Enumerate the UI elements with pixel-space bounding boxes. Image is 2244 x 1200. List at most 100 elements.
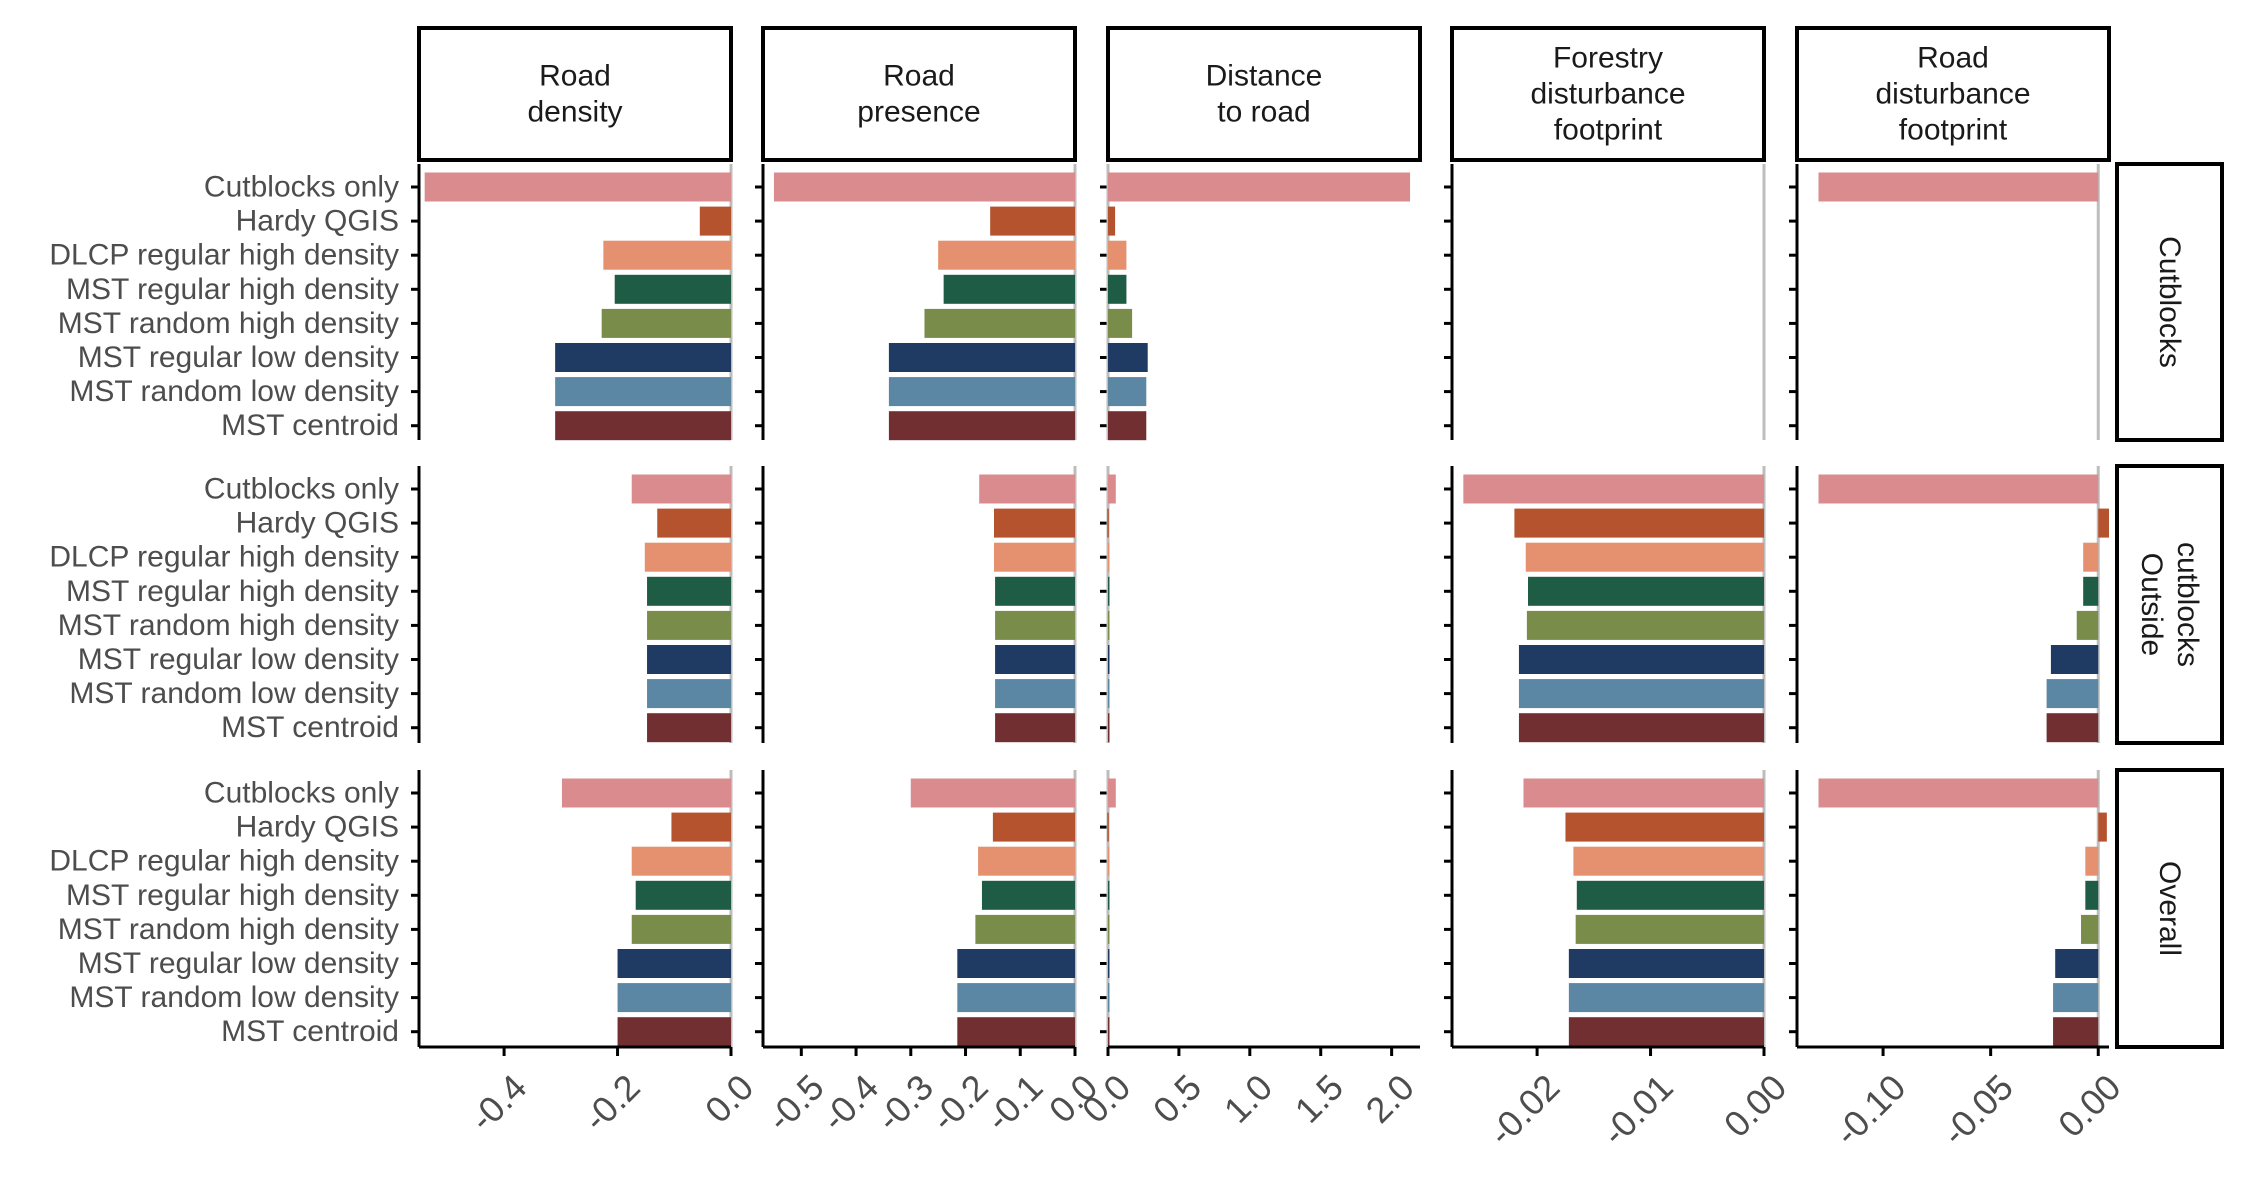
bar (1575, 914, 1764, 944)
bar (1108, 610, 1110, 640)
bar (1565, 812, 1764, 842)
bar (1568, 949, 1764, 978)
bar (617, 949, 731, 978)
bar (1528, 576, 1764, 606)
y-tick-label: MST random low density (69, 981, 399, 1014)
facet-strip-col-label: presence (857, 96, 980, 129)
bar (657, 508, 731, 538)
bar (943, 274, 1075, 304)
bar (671, 812, 731, 842)
bar (603, 240, 731, 270)
bar (1463, 474, 1764, 504)
bar (888, 377, 1075, 407)
bar (614, 274, 731, 304)
y-tick-label: DLCP regular high density (49, 541, 399, 574)
x-tick-label: -0.01 (1594, 1066, 1681, 1153)
bar (957, 983, 1075, 1013)
bar (995, 610, 1075, 640)
facet-strip-row-1 (2115, 162, 2224, 442)
bar (924, 308, 1075, 338)
bar (1108, 343, 1148, 372)
bar (938, 240, 1075, 270)
facet-strip-row-label: Overall (2153, 861, 2186, 956)
x-tick-label: 0.5 (1145, 1066, 1209, 1130)
bar (1108, 679, 1110, 709)
bar (1523, 778, 1764, 808)
bar (647, 645, 731, 674)
y-tick-label: MST regular high density (66, 273, 399, 306)
bar (1107, 508, 1109, 538)
facet-strip-col-label: disturbance (1530, 78, 1685, 111)
bar (617, 983, 731, 1013)
bar (631, 474, 731, 504)
bar (2098, 812, 2107, 842)
facet-strip-col-1 (417, 26, 733, 162)
x-tick-label: -0.2 (575, 1066, 648, 1139)
bar (1108, 542, 1110, 572)
bar (1108, 172, 1411, 202)
facet-strip-col-label: Road (539, 60, 611, 93)
bar (699, 206, 731, 236)
bar (1525, 542, 1764, 572)
bar (1818, 172, 2099, 202)
y-tick-label: Hardy QGIS (236, 507, 399, 540)
bar (647, 713, 731, 743)
bar (978, 846, 1075, 876)
y-tick-label: Cutblocks only (204, 473, 399, 506)
y-tick-label: MST regular low density (78, 947, 399, 980)
bar (1518, 679, 1764, 709)
bar (2053, 983, 2099, 1013)
x-tick-label: 2.0 (1358, 1066, 1422, 1130)
bar (1576, 880, 1764, 910)
facet-strip-row-label: Cutblocks (2153, 236, 2186, 368)
bar (1108, 1017, 1110, 1047)
x-tick-label: 0.00 (2050, 1066, 2129, 1145)
x-tick-label: 0.00 (1716, 1066, 1795, 1145)
facet-strip-col-2 (761, 26, 1077, 162)
facet-strip-col-label: Distance (1206, 60, 1323, 93)
bar (1573, 846, 1764, 876)
bar (1108, 308, 1133, 338)
x-tick-label: -0.02 (1480, 1066, 1567, 1153)
bar (2076, 610, 2099, 640)
bar (555, 343, 731, 372)
facet-strip-col-label: footprint (1899, 114, 2008, 147)
bar (1108, 377, 1147, 407)
facet-strip-row-3 (2115, 768, 2224, 1049)
facet-strip-col-label: disturbance (1875, 78, 2030, 111)
facet-strip-col-label: density (527, 96, 622, 129)
bar (2050, 645, 2099, 674)
facet-strip-col-label: footprint (1554, 114, 1663, 147)
bar (647, 610, 731, 640)
bar (1108, 274, 1127, 304)
facet-strip-col-3 (1106, 26, 1422, 162)
bar (1108, 474, 1116, 504)
bar (635, 880, 731, 910)
y-tick-label: MST centroid (221, 1015, 399, 1048)
bar (957, 949, 1075, 978)
bar (995, 576, 1075, 606)
x-tick-label: -0.05 (1934, 1066, 2021, 1153)
facet-strip-col-4 (1450, 26, 1766, 162)
bar (995, 679, 1075, 709)
bar (2046, 679, 2099, 709)
bar (561, 778, 731, 808)
bar (1108, 949, 1110, 978)
y-tick-label: MST random high density (58, 609, 399, 642)
bar (2046, 713, 2099, 743)
bar (1108, 206, 1116, 236)
x-tick-label: 0.0 (697, 1066, 761, 1130)
bar (1108, 576, 1110, 606)
bar (993, 508, 1075, 538)
bar (1568, 983, 1764, 1013)
y-tick-label: MST regular high density (66, 879, 399, 912)
y-tick-label: MST random high density (58, 307, 399, 340)
y-tick-label: Cutblocks only (204, 777, 399, 810)
y-tick-label: MST random low density (69, 375, 399, 408)
bar (1568, 1017, 1764, 1047)
bar (631, 846, 731, 876)
bar (1108, 778, 1116, 808)
x-tick-label: -0.10 (1826, 1066, 1913, 1153)
y-tick-label: MST random low density (69, 677, 399, 710)
facet-strip-col-label: to road (1217, 96, 1310, 129)
